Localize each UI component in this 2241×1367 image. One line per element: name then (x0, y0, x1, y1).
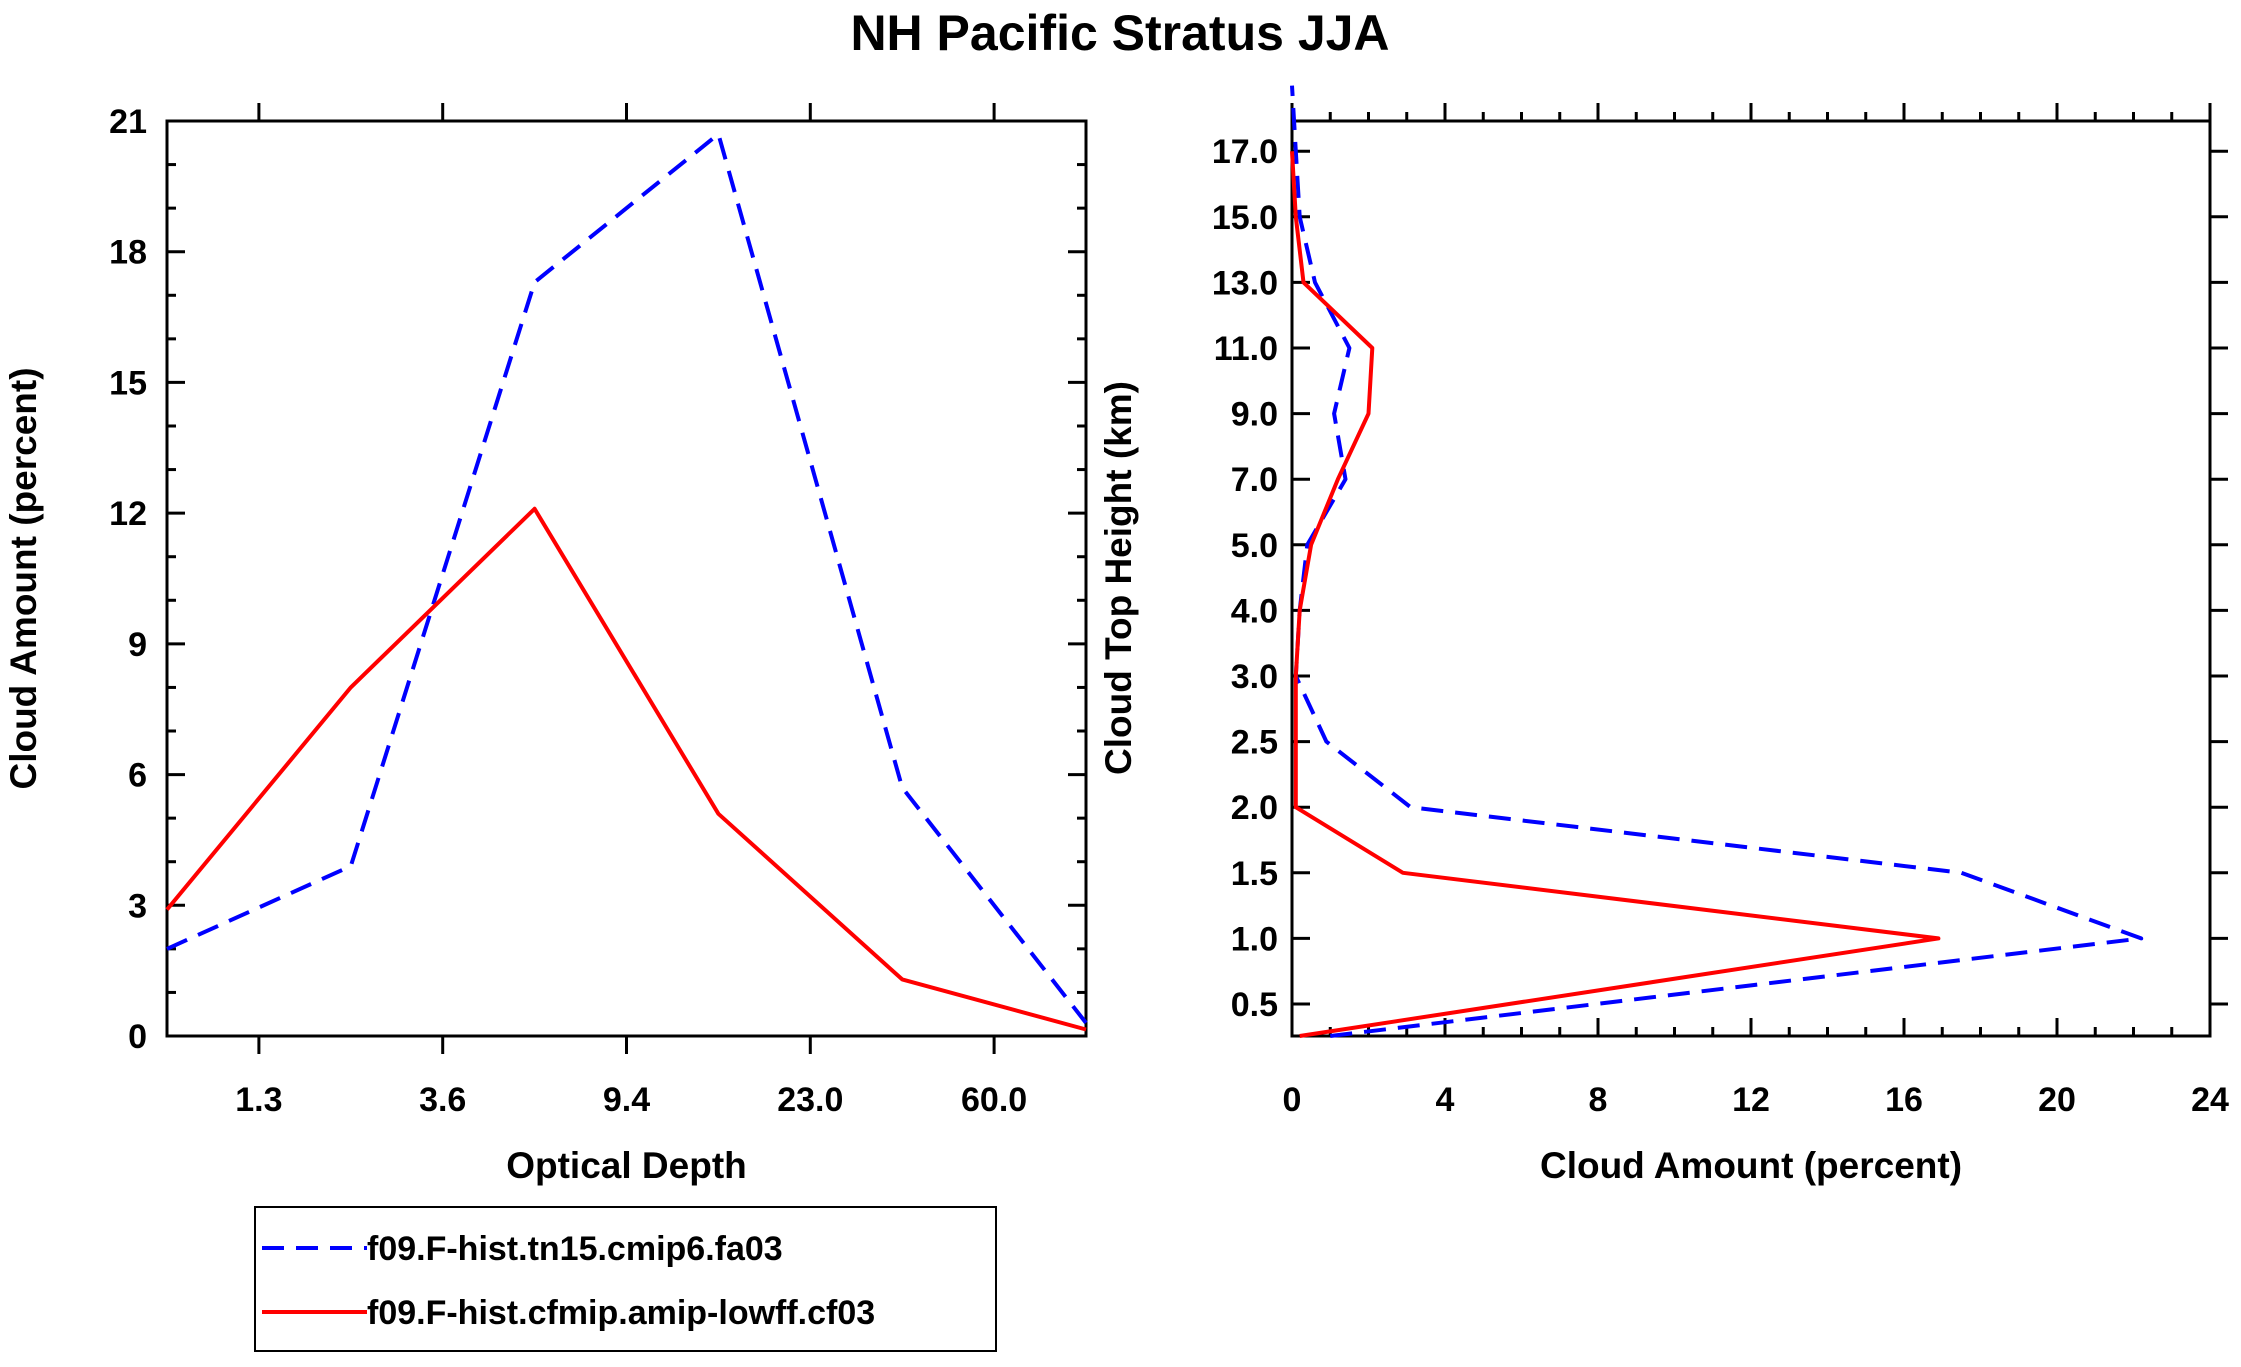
right-y-tick-label: 15.0 (1212, 199, 1278, 237)
left-y-tick-label: 18 (109, 234, 147, 272)
left-x-axis-title: Optical Depth (506, 1145, 747, 1186)
right-series-2-line (1290, 151, 1941, 1038)
right-y-tick-label: 13.0 (1212, 264, 1278, 302)
optical-depth-panel: 0 3 6 9 12 15 18 21 1.3 3.6 9.4 23.0 60.0 Optical Dep… (3, 103, 1088, 1186)
legend: f09.F-hist.tn15.cmip6.fa03 f09.F-hist.cf… (254, 1206, 997, 1352)
right-y-tick-label: 11.0 (1214, 330, 1278, 368)
right-series-1-line (1290, 85, 2144, 1038)
right-y-tick-label: 4.0 (1231, 592, 1278, 630)
left-y-tick-label: 12 (109, 495, 147, 533)
right-y-tick-label: 3.0 (1231, 658, 1278, 696)
right-y-tick-label: 5.0 (1231, 527, 1278, 565)
left-y-tick-label: 9 (128, 626, 147, 664)
right-x-tick-label: 20 (2038, 1081, 2076, 1119)
legend-box (254, 1206, 997, 1352)
left-x-tick-label: 9.4 (603, 1081, 650, 1119)
figure-title: NH Pacific Stratus JJA (850, 5, 1389, 61)
right-x-tick-label: 4 (1436, 1081, 1455, 1119)
right-x-tick-label: 12 (1732, 1081, 1770, 1119)
left-y-tick-label: 15 (109, 364, 147, 402)
left-y-axis-title: Cloud Amount (percent) (3, 367, 44, 789)
right-x-tick-label: 0 (1283, 1081, 1302, 1119)
left-x-tick-label: 60.0 (961, 1081, 1027, 1119)
right-y-tick-label: 1.5 (1231, 855, 1278, 893)
left-x-tick-label: 3.6 (419, 1081, 466, 1119)
left-y-tick-label: 3 (128, 887, 147, 925)
right-y-axis-title: Cloud Top Height (km) (1098, 381, 1139, 775)
right-y-tick-label: 2.5 (1231, 724, 1278, 762)
right-x-tick-label: 16 (1885, 1081, 1923, 1119)
right-x-tick-label: 8 (1589, 1081, 1608, 1119)
legend-label-1: f09.F-hist.tn15.cmip6.fa03 (367, 1230, 783, 1268)
right-y-tick-label: 0.5 (1231, 986, 1278, 1024)
left-series-2-line (165, 506, 1087, 1032)
right-x-axis-title: Cloud Amount (percent) (1540, 1145, 1962, 1186)
right-plot-frame (1290, 119, 2212, 1038)
right-y-tick-label: 17.0 (1212, 133, 1278, 171)
left-y-tick-label: 21 (109, 103, 147, 141)
left-y-tick-label: 6 (128, 757, 147, 795)
right-y-tick-label: 9.0 (1231, 396, 1278, 434)
right-y-tick-label: 1.0 (1231, 920, 1278, 958)
left-plot-frame (165, 119, 1088, 1038)
right-y-tick-label: 7.0 (1231, 461, 1278, 499)
cloud-top-height-panel: 0 4 8 12 16 20 24 0.5 1.0 1.5 2.0 2.5 3.0 4.0 5.0 7.0 9.… (1098, 85, 2229, 1186)
right-y-tick-label: 2.0 (1231, 789, 1278, 827)
left-x-tick-label: 23.0 (777, 1081, 843, 1119)
left-y-tick-label: 0 (128, 1018, 147, 1056)
left-x-tick-label: 1.3 (235, 1081, 282, 1119)
left-series-1-line (166, 132, 1088, 1025)
legend-label-2: f09.F-hist.cfmip.amip-lowff.cf03 (367, 1294, 875, 1332)
right-x-tick-label: 24 (2191, 1081, 2229, 1119)
